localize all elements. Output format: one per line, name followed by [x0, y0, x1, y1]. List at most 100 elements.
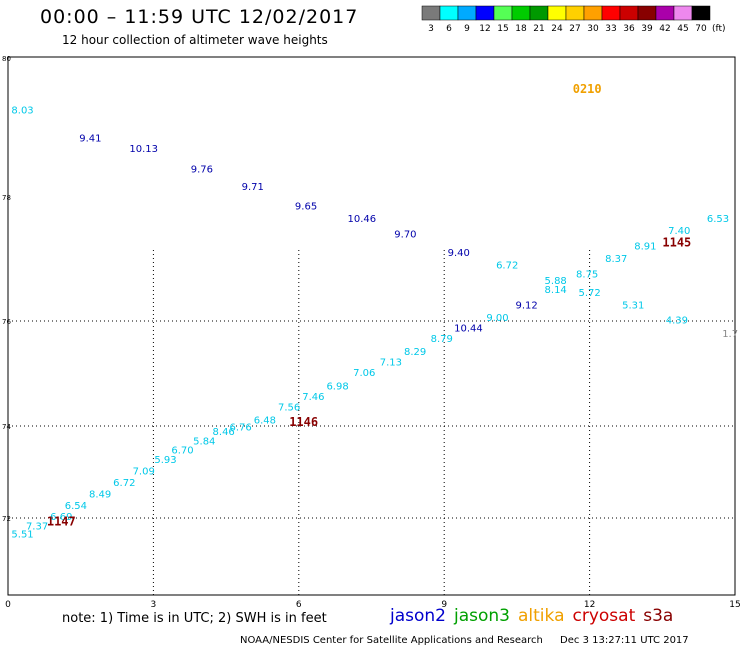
wave-height-point: 8.75 [576, 270, 598, 281]
x-tick-label: 9 [441, 600, 447, 610]
colorbar-swatch [547, 5, 567, 21]
wave-height-point: 5.93 [154, 455, 176, 466]
satellite-legend-item: jason2 [390, 606, 446, 626]
colorbar-swatch [511, 5, 531, 21]
x-tick-label: 15 [729, 600, 740, 610]
wave-height-point: 5.88 [545, 276, 567, 287]
colorbar-label: 21 [533, 24, 544, 34]
wave-height-point: 10.46 [347, 214, 376, 225]
wave-height-point: 6.98 [326, 381, 348, 392]
wave-height-point: 9.41 [79, 133, 101, 144]
satellite-legend: jason2 jason3 altika cryosat s3a [390, 606, 681, 626]
wave-height-point: 6.76 [230, 423, 252, 434]
wave-height-point: 6.72 [496, 260, 518, 271]
colorbar-swatch [565, 5, 585, 21]
wave-height-point: 7.06 [353, 368, 375, 379]
wave-height-point: 5.84 [193, 436, 215, 447]
wave-height-point: 7.13 [380, 358, 402, 369]
data-labels: 8.03 9.41 10.13 9.76 9.71 9.65 10.46 9.70 9.40 6.… [11, 106, 738, 541]
wave-height-point: 4.39 [666, 316, 688, 327]
colorbar-swatch [691, 5, 711, 21]
wave-height-point: 10.13 [129, 144, 158, 155]
colorbar-swatch [457, 5, 477, 21]
colorbar-swatch [475, 5, 495, 21]
plot-frame [7, 56, 736, 596]
colorbar-label: 33 [605, 24, 616, 34]
wave-height-point: 9.76 [191, 165, 213, 176]
colorbar-swatch [619, 5, 639, 21]
plot-border [7, 56, 736, 596]
wave-height-point: 9.71 [242, 182, 264, 193]
x-tick-label: 6 [296, 600, 302, 610]
satellite-legend-item: cryosat [572, 606, 636, 626]
colorbar: 3 6 9 12 15 18 21 24 27 30 33 36 39 42 45 70 (ft) [421, 5, 726, 34]
colorbar-label: 42 [659, 24, 670, 34]
chart-title: 00:00 – 11:59 UTC 12/02/2017 [40, 6, 359, 28]
wave-height-point: 8.14 [545, 285, 567, 296]
wave-height-point: 7.46 [302, 392, 324, 403]
y-tick-label: 80 [2, 55, 11, 63]
wave-height-point: 9.65 [295, 201, 317, 212]
wave-height-point: 8.03 [11, 106, 33, 117]
colorbar-swatch [493, 5, 513, 21]
wave-height-point: 8.49 [89, 489, 111, 500]
y-tick-label: 78 [2, 194, 11, 202]
pass-time-label: 0210 [573, 82, 602, 96]
colorbar-swatch [529, 5, 549, 21]
wave-height-point: 6.54 [65, 501, 87, 512]
colorbar-label: 3 [428, 24, 434, 34]
wave-height-point: 8.29 [404, 347, 426, 358]
wave-height-point: 6.70 [171, 446, 193, 457]
x-tick-label: 3 [151, 600, 157, 610]
wave-height-point: 8.91 [634, 242, 656, 253]
wave-height-point: 5.51 [11, 529, 33, 540]
wave-height-point: 9.12 [515, 301, 537, 312]
satellite-legend-item: s3a [643, 606, 674, 626]
colorbar-swatch [421, 5, 441, 21]
satellite-legend-item: altika [518, 606, 565, 626]
wave-height-point: 10.44 [454, 324, 483, 335]
colorbar-swatch [583, 5, 603, 21]
wave-height-point: 9.00 [486, 313, 508, 324]
wave-height-point: 7.37 [26, 522, 48, 533]
colorbar-label: 12 [479, 24, 490, 34]
y-tick-label: 74 [2, 423, 11, 431]
pass-labels: 0210 1145 1146 1147 [47, 82, 691, 529]
colorbar-label: 36 [623, 24, 635, 34]
colorbar-label: 30 [587, 24, 599, 34]
wave-height-point: 5.31 [622, 301, 644, 312]
timestamp-text: Dec 3 13:27:11 UTC 2017 [560, 635, 689, 646]
satellite-legend-item: jason3 [454, 606, 510, 626]
chart-subtitle: 12 hour collection of altimeter wave hei… [62, 33, 328, 47]
colorbar-label: 24 [551, 24, 563, 34]
wave-height-point: 7.56 [278, 402, 300, 413]
wave-height-point: 6.53 [707, 214, 729, 225]
colorbar-label: 9 [464, 24, 470, 34]
wave-height-point: 8.79 [431, 334, 453, 345]
wave-height-point: 7.09 [133, 466, 155, 477]
colorbar-swatch [673, 5, 693, 21]
colorbar-label: 39 [641, 24, 653, 34]
x-tick-label: 0 [5, 600, 11, 610]
pass-time-label: 1146 [289, 415, 318, 429]
axis-ticks: 0 3 6 9 12 15 72 74 76 78 80 [2, 55, 740, 610]
colorbar-label: 27 [569, 24, 580, 34]
credit-text: NOAA/NESDIS Center for Satellite Applica… [240, 635, 543, 646]
x-tick-label: 12 [584, 600, 595, 610]
y-tick-label: 72 [2, 515, 11, 523]
colorbar-swatch [439, 5, 459, 21]
footer: NOAA/NESDIS Center for Satellite Applica… [240, 635, 689, 646]
colorbar-swatch [601, 5, 621, 21]
wave-height-point: 9.70 [394, 229, 416, 240]
wave-height-point: 5.72 [578, 288, 600, 299]
y-tick-label: 76 [2, 318, 11, 326]
colorbar-label: 70 [695, 24, 707, 34]
wave-height-point: 7.40 [668, 226, 690, 237]
pass-time-label: 1145 [662, 236, 691, 250]
pass-time-label: 1147 [47, 515, 76, 529]
colorbar-swatch [655, 5, 675, 21]
wave-height-point: 8.37 [605, 254, 627, 265]
wave-height-point: 1.7 [722, 329, 738, 340]
wave-height-point: 8.46 [213, 427, 235, 438]
colorbar-unit: (ft) [712, 24, 726, 34]
